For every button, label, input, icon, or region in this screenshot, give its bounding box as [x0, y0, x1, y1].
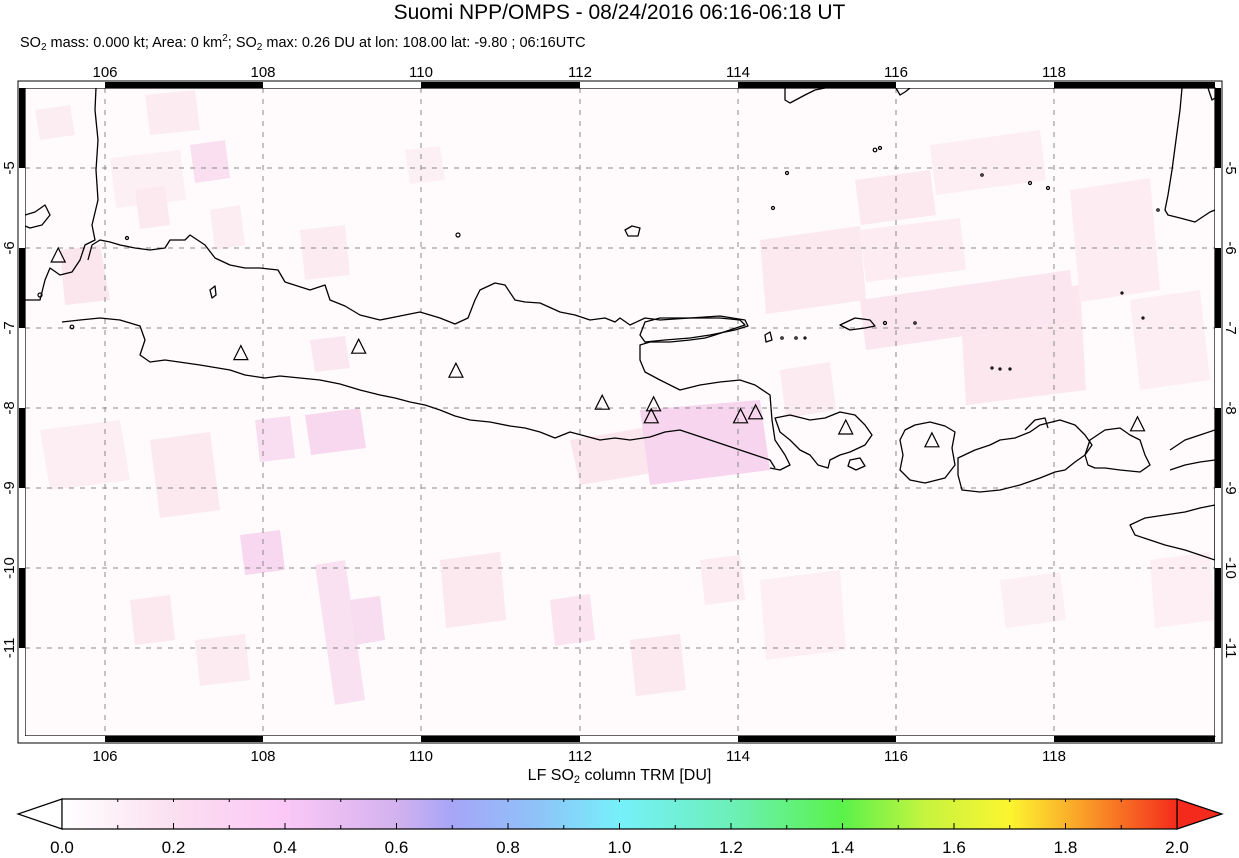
volcano-triangle-icon [50, 246, 67, 263]
lat-label: -6 [1, 241, 18, 254]
lon-labels-bottom: 106 108 110 112 114 116 118 [92, 748, 1065, 765]
colorbar-tick-label: 2.0 [1165, 838, 1189, 857]
coast-java-north [87, 234, 791, 471]
colorbar-title-units: column TRM [DU] [580, 767, 712, 784]
lat-label: -9 [1, 481, 18, 494]
lon-label: 118 [1042, 748, 1066, 765]
lat-label: -6 [1222, 241, 1239, 254]
lat-labels-right: -5 -6 -7 -8 -9 -10 -11 [1222, 161, 1239, 658]
colorbar-tick-label: 1.0 [607, 838, 632, 857]
lon-label: 116 [884, 64, 908, 81]
lat-label: -10 [1222, 557, 1239, 579]
colorbar-ticks [61, 799, 1178, 829]
lon-label: 118 [1042, 64, 1066, 81]
coast-kalimantan [784, 88, 826, 104]
so2-max-label: ; SO [227, 35, 257, 51]
colorbar [16, 798, 1224, 830]
colorbar-tick-label: 1.6 [942, 838, 966, 857]
coast-sulawesi [1164, 88, 1215, 223]
volcano-triangle-icon [747, 403, 764, 420]
volcano-triangle-icon [594, 393, 611, 410]
subscript: 2 [256, 42, 263, 53]
lat-label: -8 [1222, 401, 1239, 414]
colorbar-tick-label: 0.6 [384, 838, 409, 857]
volcano-triangle-icon [350, 337, 367, 354]
lon-label: 108 [250, 748, 275, 765]
so2-max-text: max: 0.26 DU at lon: 108.00 lat: -9.80 ;… [262, 35, 586, 51]
lat-label: -7 [1, 321, 18, 334]
lat-label: -8 [1, 401, 18, 414]
coast-bali [774, 411, 873, 469]
colorbar-tick-label: 1.8 [1053, 838, 1078, 857]
lon-label: 108 [250, 64, 275, 81]
coast-sumba [1129, 504, 1215, 561]
lon-label: 110 [409, 748, 433, 765]
map-background [25, 88, 1215, 736]
lon-label: 110 [409, 64, 433, 81]
lat-labels-left: -5 -6 -7 -8 -9 -10 -11 [1, 161, 18, 658]
lon-label: 114 [726, 748, 750, 765]
volcano-triangle-icon [837, 418, 854, 435]
lat-label: -11 [1, 638, 18, 659]
small-islands [37, 145, 1160, 371]
lat-label: -5 [1222, 161, 1239, 174]
map-border [17, 80, 1223, 744]
colorbar-title-text: LF SO [527, 767, 574, 784]
lat-label: -7 [1222, 321, 1239, 334]
superscript: 2 [222, 33, 228, 44]
colorbar-over-arrow [1176, 798, 1224, 830]
colorbar-tick-label: 1.4 [830, 838, 855, 857]
subscript: 2 [573, 774, 581, 786]
volcano-triangle-icon [923, 431, 940, 448]
mass-area-text: mass: 0.000 kt; Area: 0 km [46, 35, 223, 51]
volcano-triangle-icon [643, 407, 660, 424]
colorbar-title: LF SO2 column TRM [DU] [0, 767, 1239, 786]
lon-label: 114 [726, 64, 750, 81]
lon-label: 106 [92, 748, 117, 765]
graticule [25, 88, 1215, 736]
colorbar-tick-label: 0.4 [273, 838, 297, 857]
so2-label: SO [20, 35, 41, 51]
volcano-triangle-icon [645, 395, 662, 412]
colorbar-tick-label: 0.2 [161, 838, 186, 857]
lat-label: -10 [1, 557, 18, 579]
so2-map: 106 108 110 112 114 116 118 106 108 110 … [1, 64, 1239, 765]
colorbar-tick-label: 0.0 [50, 838, 74, 857]
lat-label: -11 [1222, 638, 1239, 659]
coast-flores [1169, 429, 1215, 451]
lat-label: -9 [1222, 481, 1239, 494]
lon-label: 112 [568, 748, 592, 765]
volcano-triangle-icon [732, 407, 749, 424]
coastlines [25, 88, 1215, 561]
volcano-markers [50, 246, 1146, 448]
coast-lombok [899, 421, 956, 484]
lon-label: 112 [568, 64, 592, 81]
lon-label: 116 [884, 748, 908, 765]
subscript: 2 [40, 42, 47, 53]
coast-madura [639, 315, 749, 343]
volcano-triangle-icon [1129, 415, 1146, 432]
volcano-triangle-icon [232, 344, 249, 361]
coast-sumatra [25, 88, 99, 301]
map-title: Suomi NPP/OMPS - 08/24/2016 06:16-06:18 … [393, 1, 846, 24]
lon-labels-top: 106 108 110 112 114 116 118 [92, 64, 1065, 81]
lat-label: -5 [1, 161, 18, 174]
colorbar-tick-label: 1.2 [719, 838, 743, 857]
colorbar-under-arrow [16, 798, 63, 830]
colorbar-tick-label: 0.8 [496, 838, 520, 857]
coast-java-south [61, 317, 776, 469]
so2-pixels [35, 90, 1215, 705]
so2-summary-line: SO2 mass: 0.000 kt; Area: 0 km2; SO2 max… [20, 33, 586, 53]
volcano-triangle-icon [447, 361, 464, 378]
coast-sumbawa [957, 419, 1093, 493]
lon-label: 106 [92, 64, 117, 81]
